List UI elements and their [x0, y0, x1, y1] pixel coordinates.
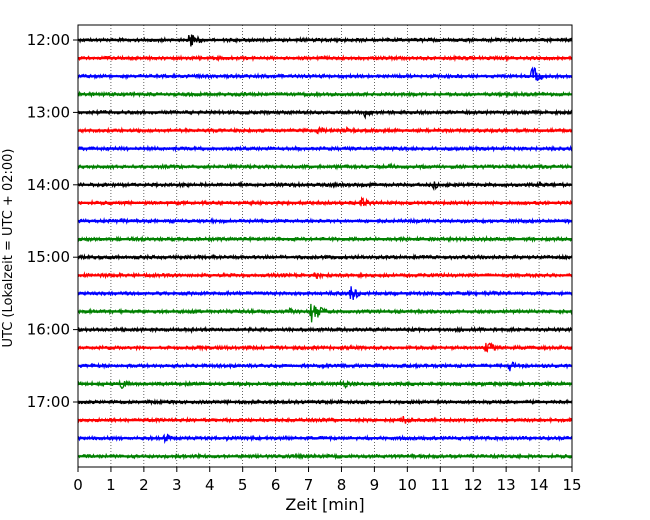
trace-14:00	[77, 180, 573, 192]
trace-14:15	[77, 196, 573, 207]
trace-13:45	[77, 162, 573, 171]
y-tick-label: 16:00	[27, 321, 70, 339]
trace-16:00	[77, 325, 573, 335]
trace-14:45	[77, 234, 573, 244]
trace-17:45	[77, 452, 573, 461]
trace-12:30	[77, 66, 572, 82]
trace-12:45	[77, 90, 573, 99]
trace-17:00	[77, 398, 573, 406]
x-tick-label: 3	[172, 476, 182, 494]
trace-12:15	[77, 54, 573, 63]
trace-16:45	[77, 379, 573, 390]
trace-12:00	[77, 34, 573, 47]
x-tick-label: 15	[562, 476, 581, 494]
x-axis-ticks: 0 1 2 3 4 5 6 7 8 9 10 11 12 13 14 15	[73, 467, 582, 494]
x-tick-label: 4	[205, 476, 215, 494]
x-tick-label: 5	[238, 476, 248, 494]
trace-16:30	[77, 361, 573, 372]
x-axis-label: Zeit [min]	[285, 495, 364, 514]
trace-13:30	[77, 144, 573, 153]
x-tick-label: 11	[431, 476, 450, 494]
x-tick-label: 12	[464, 476, 483, 494]
y-tick-label: 13:00	[27, 103, 70, 121]
trace-13:15	[77, 125, 573, 135]
y-axis-label: UTC (Lokalzeit = UTC + 02:00)	[1, 149, 16, 348]
x-tick-label: 6	[271, 476, 281, 494]
x-tick-label: 0	[73, 476, 83, 494]
trace-rows	[77, 34, 573, 461]
x-tick-label: 13	[497, 476, 516, 494]
x-tick-label: 9	[370, 476, 380, 494]
x-tick-label: 7	[304, 476, 314, 494]
trace-17:30	[77, 433, 573, 445]
trace-17:15	[77, 415, 573, 425]
plot-frame	[77, 24, 573, 468]
x-tick-label: 10	[398, 476, 417, 494]
x-tick-label: 8	[337, 476, 347, 494]
trace-14:30	[77, 216, 572, 226]
trace-13:00	[77, 108, 573, 120]
y-tick-label: 14:00	[27, 176, 70, 194]
trace-15:30	[77, 286, 573, 300]
y-tick-label: 17:00	[27, 393, 70, 411]
trace-15:00	[77, 253, 573, 261]
x-tick-label: 2	[139, 476, 149, 494]
trace-15:15	[77, 271, 573, 280]
x-tick-label: 1	[106, 476, 116, 494]
x-tick-label: 14	[530, 476, 549, 494]
trace-16:15	[77, 341, 573, 353]
y-tick-label: 12:00	[27, 31, 70, 49]
y-tick-label: 15:00	[27, 248, 70, 266]
trace-15:45	[77, 303, 573, 323]
y-axis-ticks: 12:00 13:00 14:00 15:00 16:00 17:00	[27, 31, 78, 411]
